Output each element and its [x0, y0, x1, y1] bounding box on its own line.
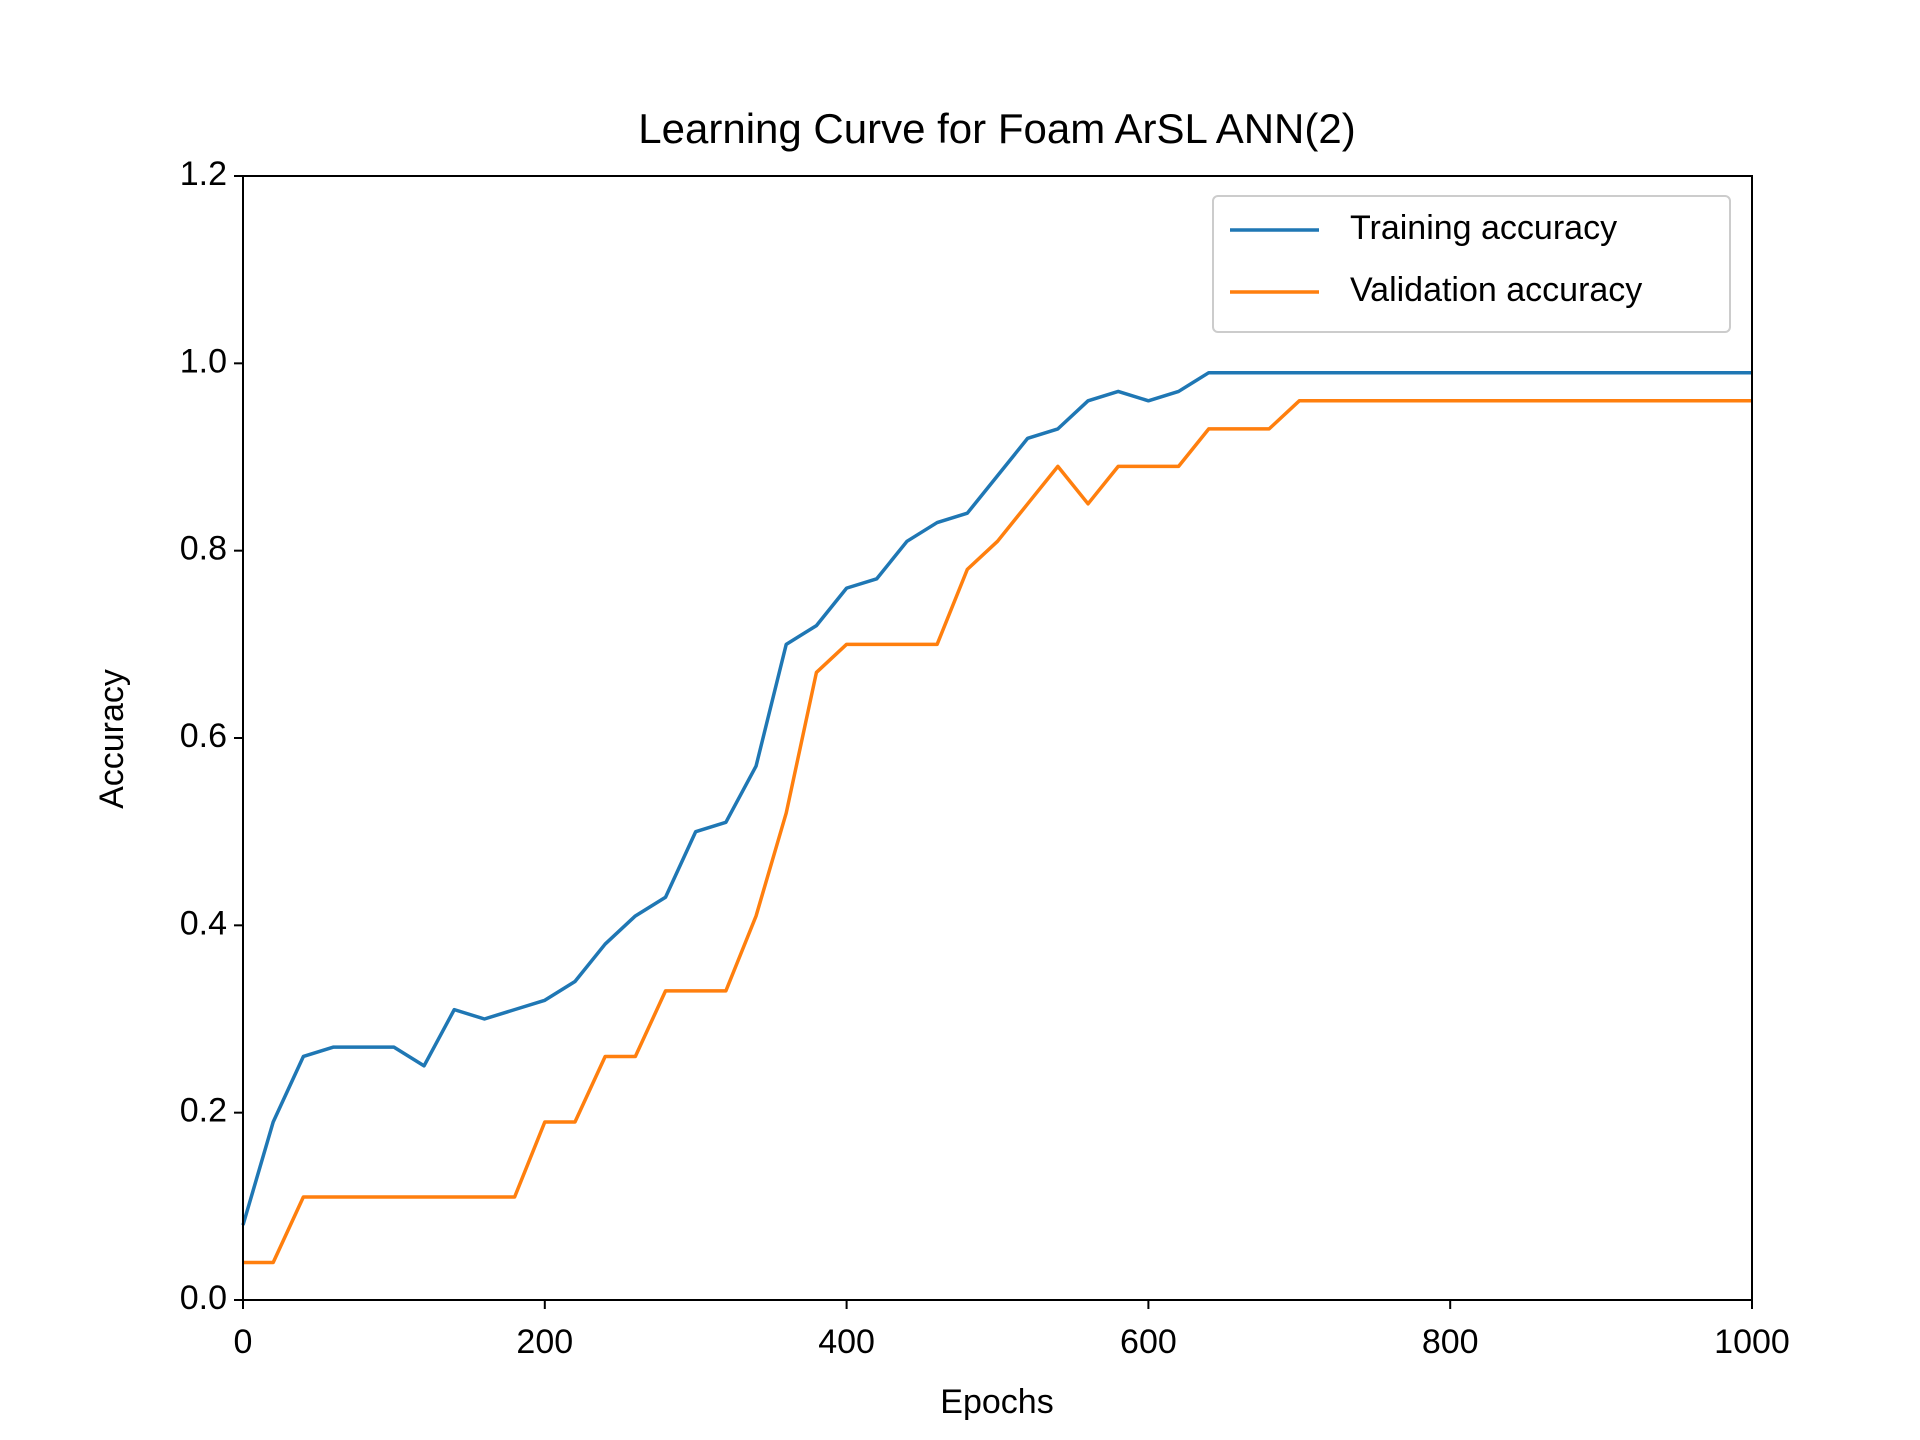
x-tick-label: 400 [818, 1323, 875, 1361]
y-tick-label: 0.6 [180, 717, 227, 755]
legend-label: Training accuracy [1350, 209, 1617, 247]
x-axis-label: Epochs [940, 1383, 1053, 1421]
x-tick-label: 0 [234, 1323, 253, 1361]
y-tick-label: 1.2 [180, 155, 227, 193]
x-tick-label: 1000 [1714, 1323, 1790, 1361]
x-tick-label: 200 [516, 1323, 573, 1361]
data-line [241, 370, 1752, 1226]
x-tick-label: 800 [1422, 1323, 1479, 1361]
plot-frame [242, 175, 1753, 1301]
chart-title: Learning Curve for Foam ArSL ANN(2) [638, 105, 1355, 152]
y-tick-label: 0.4 [180, 904, 227, 942]
legend-box [1212, 195, 1731, 333]
y-tick-label: 0.8 [180, 530, 227, 568]
data-line [243, 399, 1752, 1265]
legend-label: Validation accuracy [1350, 271, 1642, 309]
y-tick-label: 0.2 [180, 1092, 227, 1130]
y-tick-label: 0.0 [180, 1279, 227, 1317]
x-tick-label: 600 [1120, 1323, 1177, 1361]
y-axis-label: Accuracy [93, 669, 131, 809]
y-tick-label: 1.0 [180, 342, 227, 380]
